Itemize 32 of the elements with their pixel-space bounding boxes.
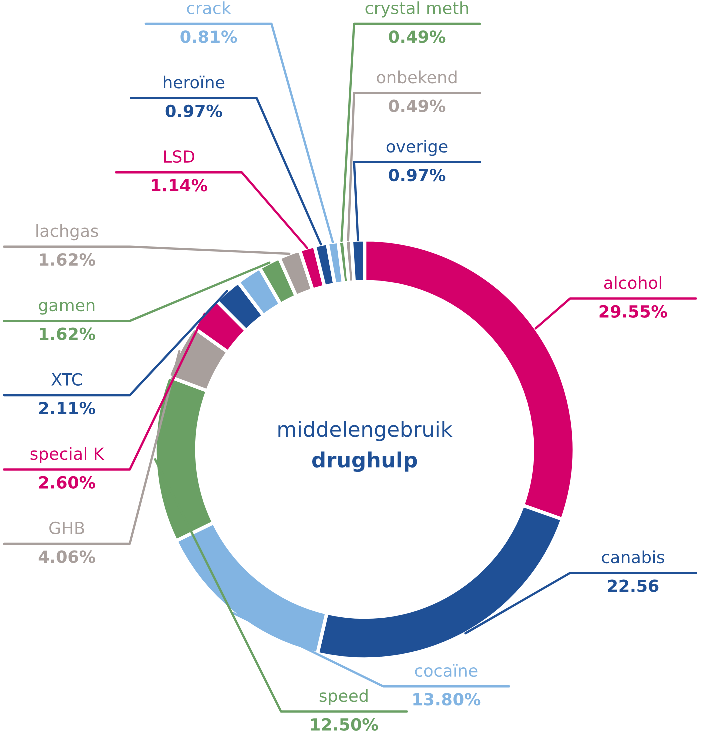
data-label: 2.60%: [40, 476, 96, 489]
data-label: 0.97%: [389, 169, 446, 182]
data-label: 0.49%: [389, 30, 446, 44]
data-label: 22.56: [608, 580, 659, 592]
data-label: 1.62%: [40, 328, 96, 340]
data-label: 1.62%: [40, 253, 96, 266]
slice-label: gamen: [39, 302, 95, 315]
slice-label: crystal meth: [366, 2, 468, 18]
slice-label: canabis: [602, 550, 664, 564]
text: drughulp: [312, 452, 418, 472]
data-label: 0.81%: [180, 30, 238, 44]
slice-label: alcohol: [604, 276, 662, 290]
slice-label: LSD: [164, 150, 194, 164]
data-label: 4.06%: [38, 550, 96, 564]
data-label: 1.14%: [152, 179, 208, 192]
slice-label: lachgas: [36, 224, 98, 241]
slice-label: crack: [187, 2, 232, 15]
slice-label: onbekend: [377, 70, 457, 84]
slice-label: XTC: [52, 373, 82, 386]
slice-label: heroïne: [164, 76, 225, 89]
data-label: 0.97%: [166, 104, 222, 118]
slice-label: overige: [386, 140, 448, 156]
slice-label: special K: [30, 447, 105, 464]
text: middelengebruik: [278, 421, 453, 442]
data-label: 0.49%: [389, 100, 446, 112]
data-label: 29.55%: [600, 305, 668, 318]
slice-label: cocaïne: [415, 664, 478, 678]
slice-label: GHB: [50, 522, 84, 535]
data-label: 13.80%: [414, 693, 481, 706]
data-label: 2.11%: [40, 402, 96, 415]
slice-label: speed: [320, 689, 368, 706]
data-label: 12.50%: [311, 718, 378, 731]
